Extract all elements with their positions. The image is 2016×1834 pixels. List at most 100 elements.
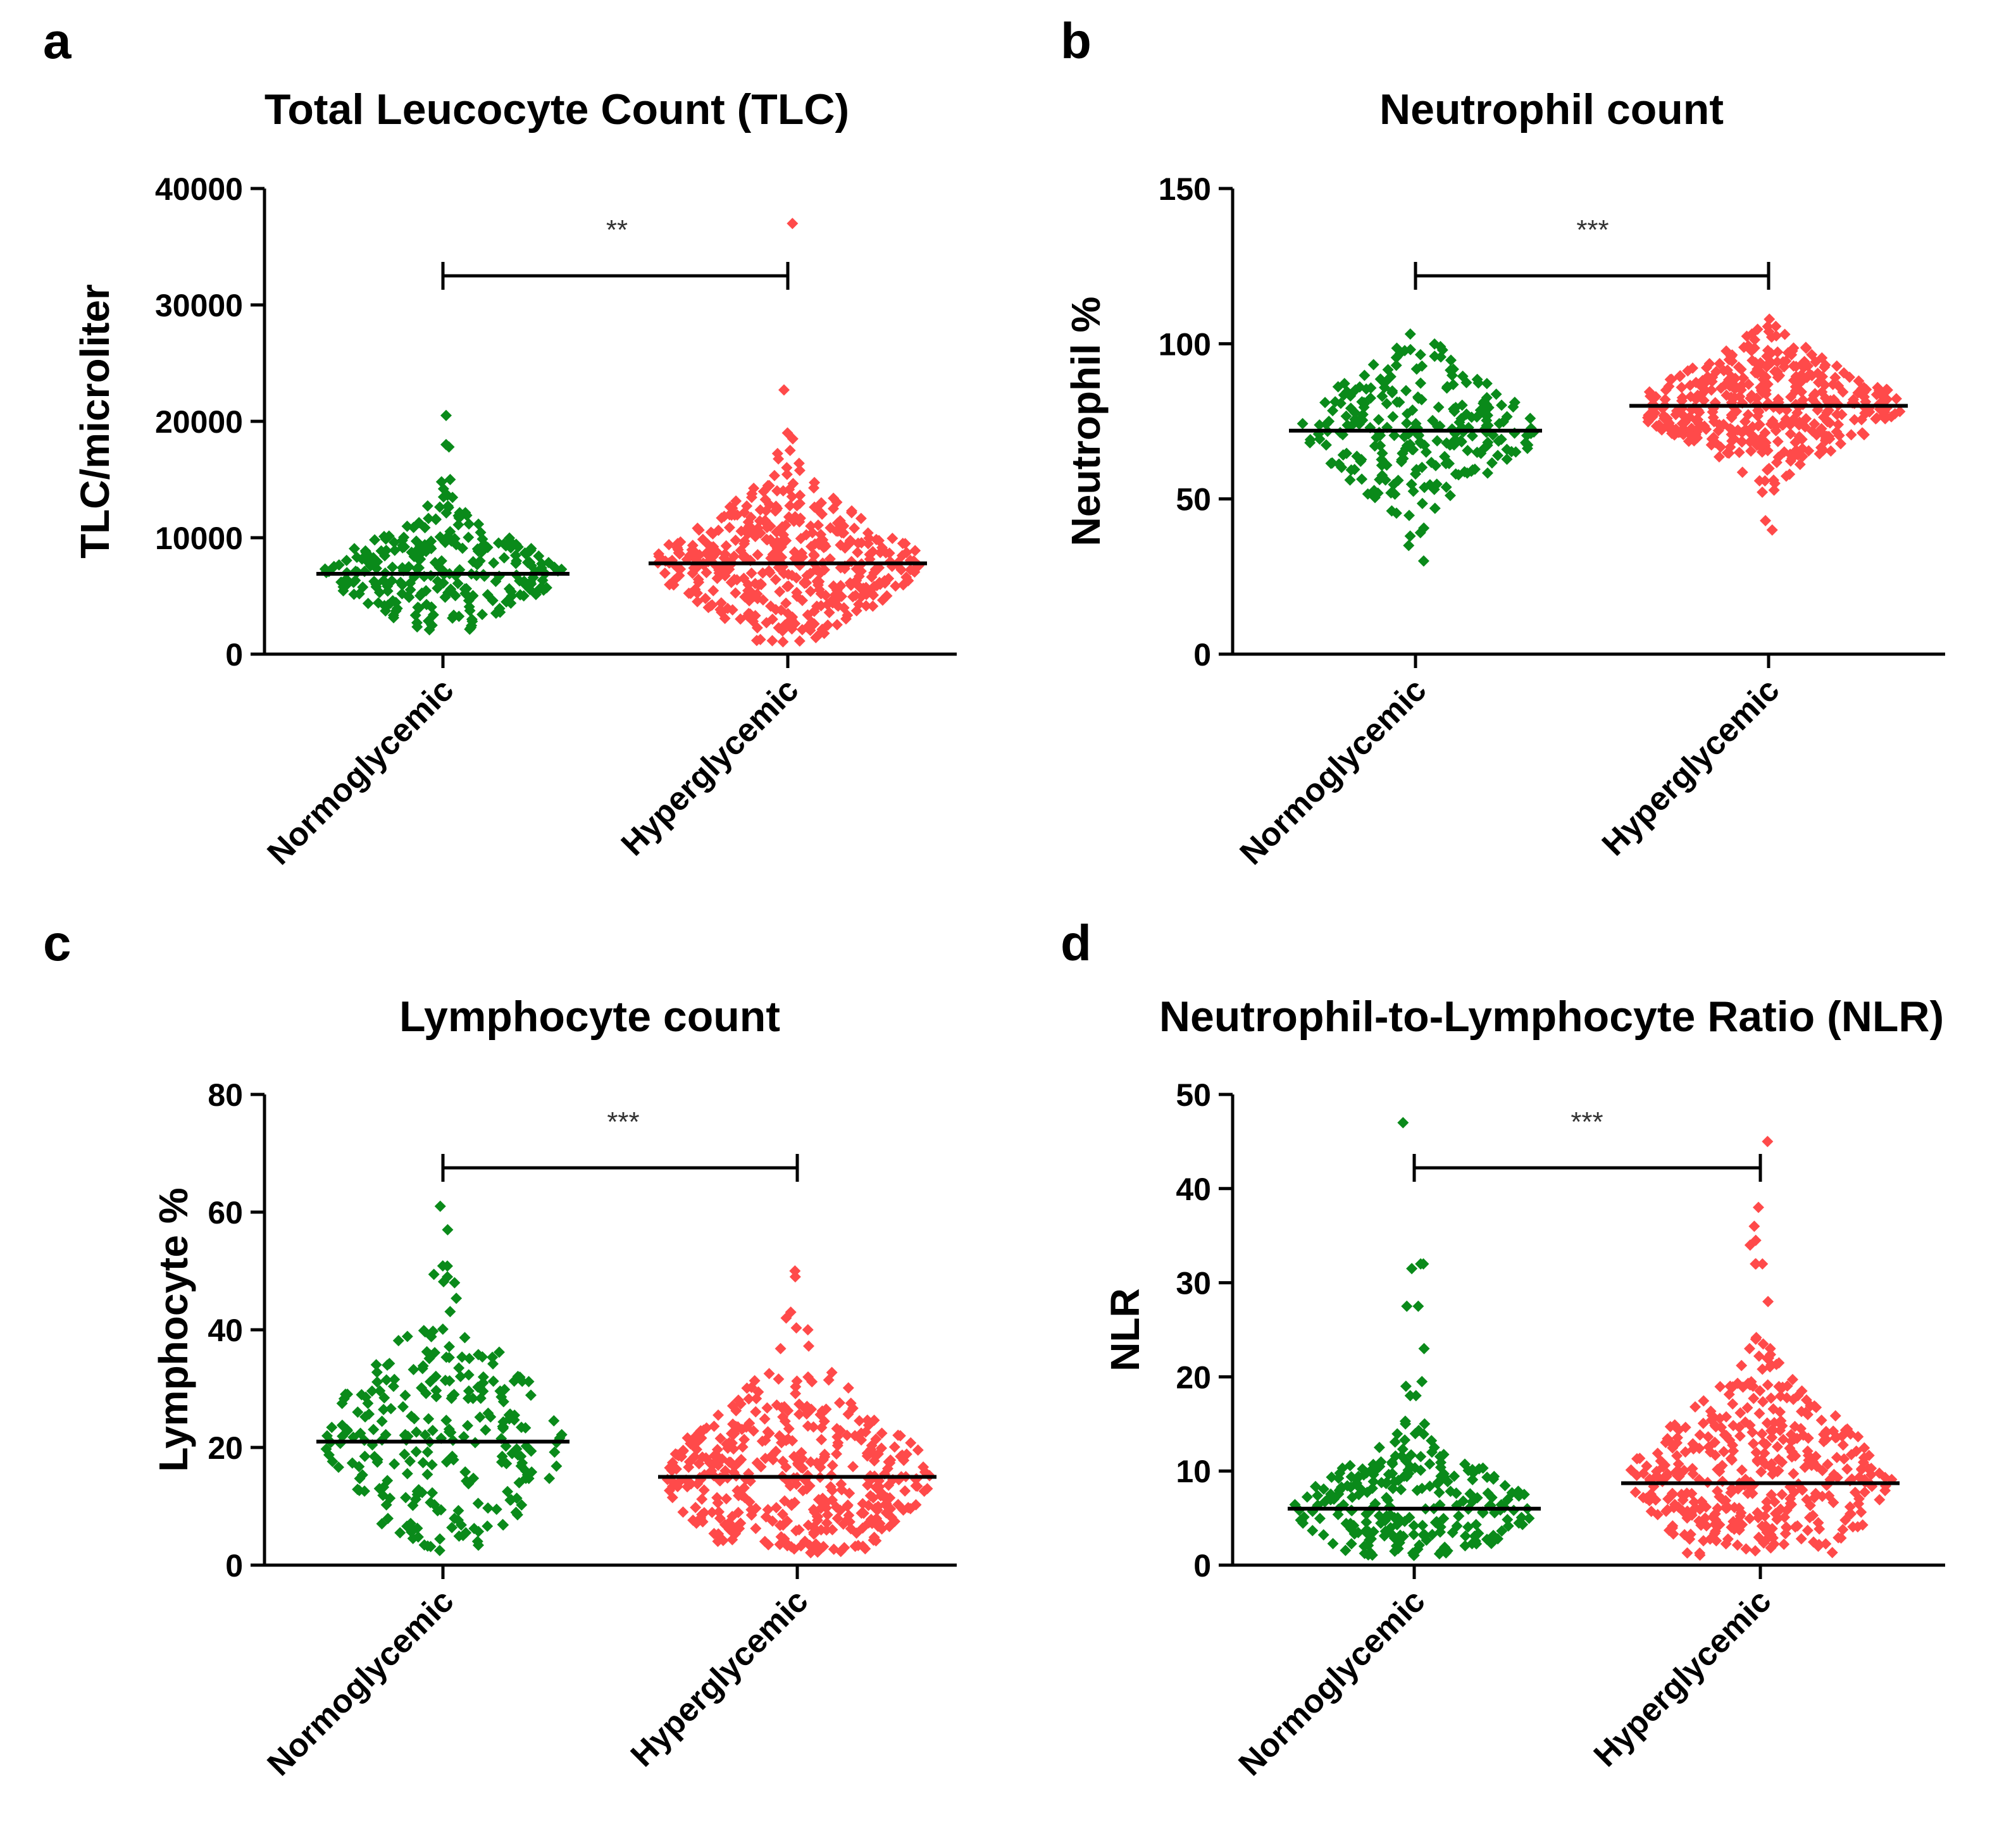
data-point (1424, 479, 1436, 491)
data-point (1445, 354, 1457, 366)
data-point (376, 1415, 388, 1427)
data-point (873, 1481, 885, 1493)
data-point (1478, 442, 1490, 454)
data-point (1703, 357, 1715, 369)
data-point (426, 1487, 439, 1499)
data-point (707, 551, 719, 563)
data-point (408, 1363, 420, 1375)
data-point (843, 537, 856, 549)
data-point (1416, 497, 1428, 509)
data-point (428, 1268, 440, 1280)
data-point (1831, 360, 1843, 372)
data-point (783, 1423, 795, 1435)
data-point (1418, 1342, 1430, 1354)
data-point (780, 1461, 792, 1473)
y-tick-label: 0 (1193, 637, 1211, 672)
data-point (520, 1422, 532, 1434)
data-point (1373, 1510, 1385, 1522)
data-point (379, 576, 391, 588)
data-point (1716, 1459, 1728, 1472)
data-point (1748, 1392, 1760, 1404)
data-point (1726, 1454, 1738, 1466)
series-hyperglycemic (649, 218, 927, 648)
data-point (551, 1460, 563, 1472)
data-point (482, 1520, 494, 1532)
data-point (387, 561, 399, 573)
data-point (1400, 1418, 1412, 1430)
data-point (444, 526, 456, 538)
data-point (1786, 452, 1798, 464)
data-point (493, 1346, 505, 1358)
data-point (1481, 399, 1493, 411)
data-point (1416, 1375, 1428, 1387)
data-point (1746, 421, 1758, 433)
data-point (461, 1420, 473, 1432)
data-point (430, 1385, 442, 1397)
data-point (900, 1448, 912, 1460)
data-point (1734, 390, 1746, 402)
data-point (373, 1483, 385, 1495)
data-point (419, 1429, 431, 1441)
data-point (1750, 1258, 1762, 1270)
data-point (1726, 428, 1738, 440)
data-point (745, 492, 757, 504)
data-point (1340, 410, 1352, 422)
data-point (1408, 1520, 1420, 1532)
data-point (1341, 447, 1353, 459)
data-point (1665, 373, 1677, 385)
data-point (808, 550, 820, 562)
data-point (403, 592, 415, 604)
data-point (1333, 1485, 1345, 1497)
data-point (1722, 1533, 1734, 1545)
data-point (1762, 321, 1774, 333)
data-point (1404, 328, 1416, 340)
y-tick-label: 50 (1176, 1077, 1211, 1113)
data-point (1855, 1506, 1867, 1518)
data-point (1410, 1390, 1422, 1402)
data-point (1803, 1511, 1815, 1523)
data-point (1758, 1510, 1770, 1522)
data-point (427, 609, 439, 621)
data-point (761, 533, 773, 545)
data-point (1734, 1430, 1746, 1442)
data-point (1704, 1446, 1716, 1458)
data-point (421, 598, 433, 610)
data-point (802, 1403, 814, 1415)
data-point (1856, 383, 1868, 395)
y-tick-label: 10 (1176, 1454, 1211, 1489)
data-point (1820, 1538, 1832, 1550)
data-point (842, 1499, 854, 1511)
data-point (446, 1390, 458, 1402)
data-point (697, 533, 709, 545)
data-point (892, 1499, 904, 1511)
data-point (1775, 1415, 1787, 1427)
data-point (371, 562, 383, 574)
data-point (1414, 349, 1426, 361)
data-point (821, 1517, 833, 1529)
data-point (1819, 361, 1831, 373)
data-point (1792, 1390, 1804, 1402)
data-point (1746, 1487, 1758, 1499)
data-point (736, 1489, 748, 1501)
series-normoglycemic (316, 1200, 569, 1556)
data-point (1737, 1381, 1749, 1393)
data-point (511, 1492, 523, 1504)
data-point (1848, 414, 1860, 426)
data-point (1744, 436, 1756, 448)
data-point (1894, 406, 1906, 418)
data-point (769, 574, 781, 586)
y-tick-label: 30000 (155, 288, 243, 323)
data-point (730, 587, 742, 599)
data-point (1434, 340, 1447, 352)
y-tick-label: 40000 (155, 171, 243, 207)
data-point (879, 577, 891, 589)
data-point (1714, 1380, 1726, 1392)
data-point (1367, 1458, 1379, 1470)
data-point (811, 600, 823, 612)
data-point (1411, 1484, 1423, 1496)
data-point (1745, 392, 1757, 404)
data-point (741, 1382, 753, 1394)
data-point (780, 535, 792, 547)
data-point (747, 1425, 759, 1437)
data-point (1720, 1411, 1733, 1423)
